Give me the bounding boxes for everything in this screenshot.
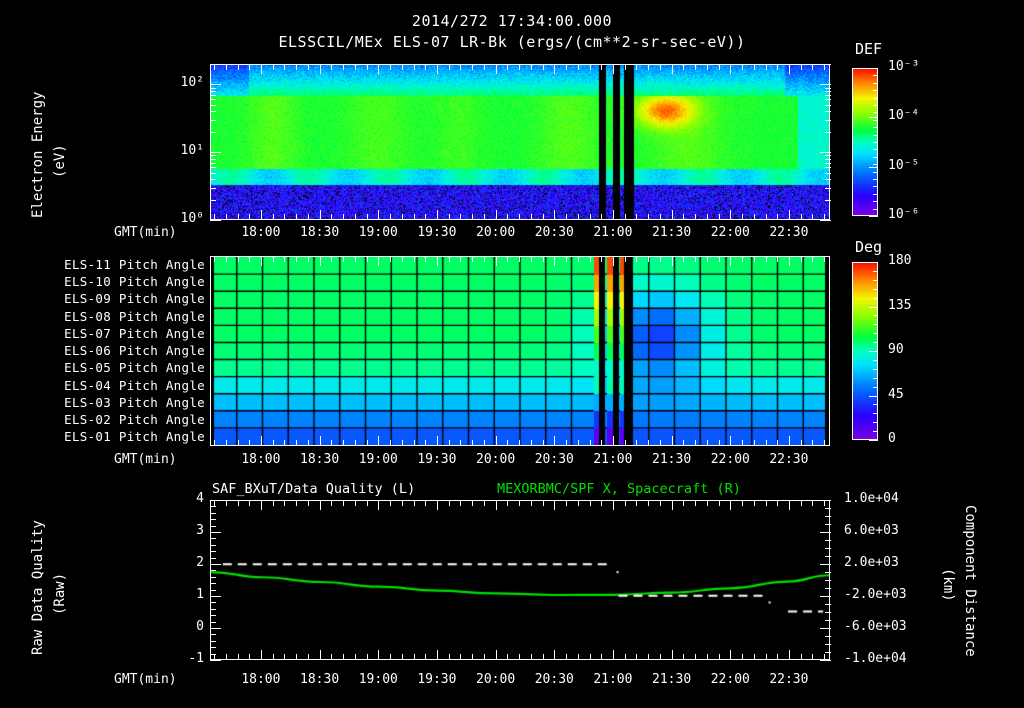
distance-ytick-4: -6.0e+03 — [844, 619, 907, 634]
def-colorbar-tick-3: 10⁻⁶ — [888, 207, 920, 222]
pitch-angle-canvas — [211, 257, 829, 445]
time-tick-label-spectrogram-9: 22:30 — [769, 225, 809, 240]
time-tick-label-spectrogram-0: 18:00 — [241, 225, 281, 240]
quality-ytick-2: 2 — [196, 555, 204, 570]
time-tick-label-spectrogram-8: 22:00 — [710, 225, 750, 240]
deg-colorbar-tick-2: 90 — [888, 342, 904, 357]
def-colorbar-title: DEF — [855, 40, 883, 58]
time-tick-label-spectrogram-3: 19:30 — [417, 225, 457, 240]
time-tick-label-quality-8: 22:00 — [710, 672, 750, 687]
gmt-label-pitch: GMT(min) — [114, 452, 177, 467]
pitch-row-label-7: ELS-04 Pitch Angle — [64, 377, 205, 393]
pitch-row-label-6: ELS-05 Pitch Angle — [64, 360, 205, 376]
pitch-row-label-10: ELS-01 Pitch Angle — [64, 429, 205, 445]
quality-ytick-4: 0 — [196, 619, 204, 634]
time-tick-label-quality-4: 20:00 — [476, 672, 516, 687]
deg-colorbar-tick-4: 0 — [888, 431, 896, 446]
pitch-row-label-9: ELS-02 Pitch Angle — [64, 412, 205, 428]
gmt-label-spectrogram: GMT(min) — [114, 225, 177, 240]
time-tick-label-quality-9: 22:30 — [769, 672, 809, 687]
quality-ylabel-line2: (Raw) — [52, 572, 68, 615]
spectrogram-plot-area[interactable] — [210, 64, 830, 220]
time-tick-label-spectrogram-1: 18:30 — [300, 225, 340, 240]
gmt-label-quality: GMT(min) — [114, 672, 177, 687]
quality-ylabel-line1: Raw Data Quality — [30, 520, 46, 655]
time-tick-label-quality-1: 18:30 — [300, 672, 340, 687]
spectrogram-ytick-2: 10⁰ — [180, 211, 204, 226]
time-tick-label-quality-6: 21:00 — [593, 672, 633, 687]
page-title: 2014/272 17:34:00.000 — [411, 12, 613, 30]
time-tick-label-quality-3: 19:30 — [417, 672, 457, 687]
spectrogram-ylabel-line2: (eV) — [52, 144, 68, 178]
spectrogram-ylabel-line1: Electron Energy — [30, 91, 46, 218]
time-tick-label-spectrogram-4: 20:00 — [476, 225, 516, 240]
distance-ylabel-line2: (km) — [940, 568, 956, 602]
time-tick-label-spectrogram-6: 21:00 — [593, 225, 633, 240]
pitch-row-label-0: ELS-11 Pitch Angle — [64, 256, 205, 272]
quality-ytick-0: 4 — [196, 491, 204, 506]
time-tick-label-pitch-4: 20:00 — [476, 452, 516, 467]
pitch-angle-plot-area[interactable] — [210, 256, 830, 446]
time-tick-label-spectrogram-2: 19:00 — [358, 225, 398, 240]
time-tick-label-pitch-6: 21:00 — [593, 452, 633, 467]
time-tick-label-spectrogram-5: 20:30 — [534, 225, 574, 240]
pitch-row-label-8: ELS-03 Pitch Angle — [64, 394, 205, 410]
time-tick-label-quality-7: 21:30 — [652, 672, 692, 687]
time-tick-label-pitch-8: 22:00 — [710, 452, 750, 467]
distance-ytick-1: 6.0e+03 — [844, 523, 899, 538]
quality-canvas — [211, 501, 829, 659]
pitch-row-label-3: ELS-08 Pitch Angle — [64, 308, 205, 324]
page-subtitle: ELSSCIL/MEx ELS-07 LR-Bk (ergs/(cm**2-sr… — [278, 33, 746, 51]
deg-colorbar-tick-1: 135 — [888, 297, 912, 313]
time-tick-label-quality-2: 19:00 — [358, 672, 398, 687]
time-tick-label-pitch-1: 18:30 — [300, 452, 340, 467]
time-tick-label-pitch-9: 22:30 — [769, 452, 809, 467]
pitch-row-label-5: ELS-06 Pitch Angle — [64, 343, 205, 358]
distance-ylabel-line1: Component Distance — [962, 505, 978, 657]
time-tick-label-spectrogram-7: 21:30 — [652, 225, 692, 240]
spectrogram-ytick-0: 10² — [180, 75, 204, 91]
time-tick-label-pitch-2: 19:00 — [358, 452, 398, 467]
def-colorbar-tick-2: 10⁻⁵ — [888, 157, 920, 173]
time-tick-label-pitch-3: 19:30 — [417, 452, 457, 467]
def-colorbar-tick-1: 10⁻⁴ — [888, 108, 920, 124]
pitch-row-label-1: ELS-10 Pitch Angle — [64, 273, 205, 289]
pitch-row-label-4: ELS-07 Pitch Angle — [64, 325, 205, 341]
quality-ytick-3: 1 — [196, 587, 204, 602]
deg-colorbar-title: Deg — [855, 238, 883, 256]
quality-right-title: MEXORBMC/SPF X, Spacecraft (R) — [497, 481, 741, 497]
distance-ytick-0: 1.0e+04 — [844, 491, 899, 506]
def-colorbar-tick-0: 10⁻³ — [888, 59, 920, 74]
pitch-row-label-2: ELS-09 Pitch Angle — [64, 291, 205, 307]
distance-ytick-3: -2.0e+03 — [844, 587, 907, 602]
deg-colorbar-tick-3: 45 — [888, 386, 904, 402]
quality-ytick-1: 3 — [196, 523, 204, 538]
time-tick-label-pitch-7: 21:30 — [652, 452, 692, 467]
spectrogram-canvas — [211, 65, 829, 219]
deg-colorbar-tick-0: 180 — [888, 253, 912, 268]
distance-ytick-5: -1.0e+04 — [844, 651, 907, 666]
quality-ytick-5: -1 — [188, 651, 204, 666]
time-tick-label-quality-0: 18:00 — [241, 672, 281, 687]
time-tick-label-pitch-5: 20:30 — [534, 452, 574, 467]
time-tick-label-pitch-0: 18:00 — [241, 452, 281, 467]
distance-ytick-2: 2.0e+03 — [844, 555, 899, 570]
time-tick-label-quality-5: 20:30 — [534, 672, 574, 687]
quality-plot-area[interactable] — [210, 500, 830, 660]
spectrogram-ytick-1: 10¹ — [180, 143, 204, 159]
quality-left-title: SAF_BXuT/Data Quality (L) — [212, 481, 416, 497]
